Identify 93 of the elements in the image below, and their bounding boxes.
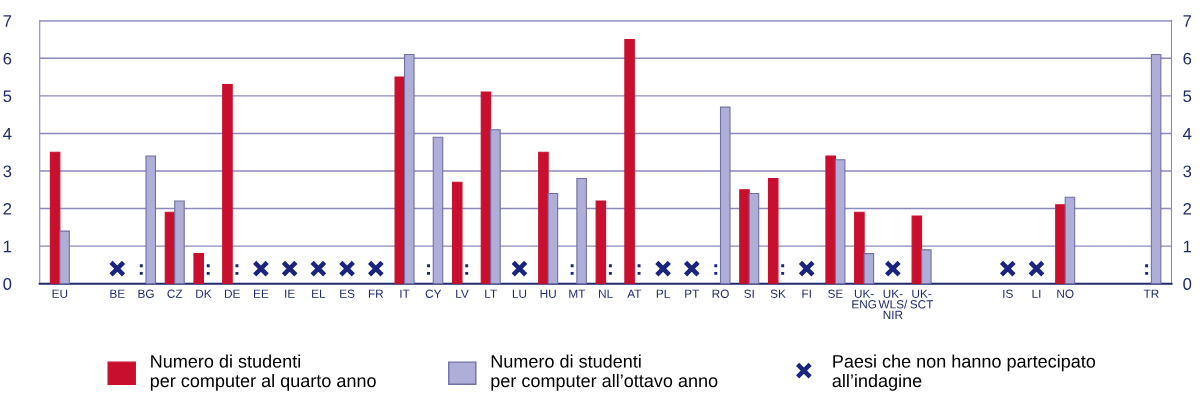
- x-tick-label: LI: [1032, 289, 1041, 298]
- bar: [222, 84, 233, 284]
- bar: [834, 159, 846, 284]
- x-tick-label: LU: [512, 289, 527, 298]
- annotation: :: [206, 264, 210, 275]
- bar: [193, 253, 205, 284]
- annotation: :: [427, 264, 430, 275]
- y2-tick-label: 6: [1183, 52, 1192, 65]
- x-tick-label: UK- WLS/ NIR: [878, 289, 908, 319]
- bar: [451, 181, 463, 284]
- annotation: :: [608, 264, 612, 275]
- annotation: :: [139, 264, 143, 275]
- y2-tick-label: 3: [1183, 165, 1192, 178]
- x-tick-label: EE: [254, 289, 269, 298]
- bar: [624, 38, 635, 284]
- bar: [547, 192, 559, 284]
- bar: [595, 200, 607, 284]
- y2-tick-label: 5: [1183, 90, 1192, 103]
- x-tick-label: LT: [485, 289, 497, 298]
- bar: [394, 76, 406, 284]
- x-tick-label: EU: [52, 289, 68, 298]
- bar: [767, 177, 779, 284]
- x-tick-label: RO: [712, 289, 729, 298]
- annotation: :: [1145, 264, 1149, 275]
- y-tick-label: 2: [3, 202, 12, 215]
- x-tick-label: PL: [656, 289, 670, 298]
- annotation: :: [714, 264, 718, 275]
- x-tick-label: NL: [599, 289, 613, 298]
- x-tick-label: CZ: [167, 289, 183, 298]
- legend-label: Numero di studenti per computer all’ottavo anno: [491, 354, 718, 391]
- x-tick-label: EL: [312, 289, 326, 298]
- y2-tick-label: 4: [1182, 128, 1192, 140]
- x-tick-label: UK- SCT: [910, 289, 934, 309]
- bar: [911, 215, 923, 284]
- y-tick-label: 3: [3, 165, 12, 178]
- bar: [538, 151, 549, 284]
- annotation: :: [465, 264, 469, 275]
- y-tick-label: 5: [3, 90, 12, 103]
- bar: [921, 249, 932, 284]
- y-tick-label: 6: [3, 52, 12, 65]
- x-tick-label: UK- ENG: [852, 289, 877, 309]
- legend-label: Paesi che non hanno partecipato all’indagine: [832, 354, 1096, 391]
- x-tick-label: BE: [110, 289, 125, 298]
- x-tick-label: CY: [425, 289, 442, 298]
- bar: [825, 155, 836, 284]
- y2-tick-label: 1: [1183, 240, 1192, 253]
- x-tick-label: ES: [340, 289, 355, 298]
- y2-tick-label: 2: [1183, 202, 1192, 215]
- bar: [854, 211, 865, 284]
- y2-tick-label: 0: [1183, 278, 1192, 290]
- y-tick-label: 7: [3, 15, 12, 27]
- x-tick-label: DK: [196, 289, 212, 298]
- x-tick-label: PT: [685, 289, 700, 298]
- bar: [59, 230, 70, 284]
- x-tick-label: FR: [368, 289, 384, 298]
- y-tick-label: 0: [3, 278, 12, 290]
- x-tick-label: HU: [540, 289, 556, 298]
- y-tick-label: 1: [3, 240, 12, 253]
- y-tick-label: 4: [3, 128, 12, 140]
- x-tick-label: IT: [400, 289, 410, 298]
- annotation: :: [235, 264, 239, 275]
- bar: [739, 189, 750, 284]
- bar: [490, 129, 501, 284]
- x-tick-label: FI: [802, 289, 811, 298]
- x-tick-label: AT: [627, 289, 642, 298]
- annotation: :: [570, 264, 574, 275]
- x-tick-label: SK: [770, 289, 786, 298]
- x-tick-label: MT: [569, 289, 586, 298]
- y2-tick-label: 7: [1183, 15, 1192, 27]
- bar: [1055, 204, 1066, 284]
- x-tick-label: DE: [224, 289, 240, 298]
- x-tick-label: SI: [744, 289, 754, 298]
- bar: [719, 106, 731, 284]
- x-tick-label: BG: [138, 289, 154, 298]
- annotation: :: [781, 264, 785, 275]
- x-tick-label: IS: [1003, 289, 1013, 298]
- annotation: :: [637, 264, 641, 275]
- bar: [748, 192, 760, 284]
- x-tick-label: SE: [828, 289, 843, 298]
- x-tick-label: NO: [1057, 289, 1074, 298]
- bar: [432, 136, 444, 284]
- x-tick-label: IE: [285, 289, 295, 298]
- bar: [576, 177, 587, 284]
- bar: [49, 151, 61, 284]
- bar: [1150, 54, 1162, 284]
- bar: [1064, 196, 1076, 284]
- bar: [863, 253, 875, 284]
- legend-label: Numero di studenti per computer al quarto anno: [150, 354, 376, 391]
- bar: [145, 155, 157, 284]
- bar: [403, 54, 415, 284]
- bar: [174, 200, 185, 284]
- x-tick-label: TR: [1143, 289, 1159, 298]
- x-tick-label: LV: [456, 289, 469, 298]
